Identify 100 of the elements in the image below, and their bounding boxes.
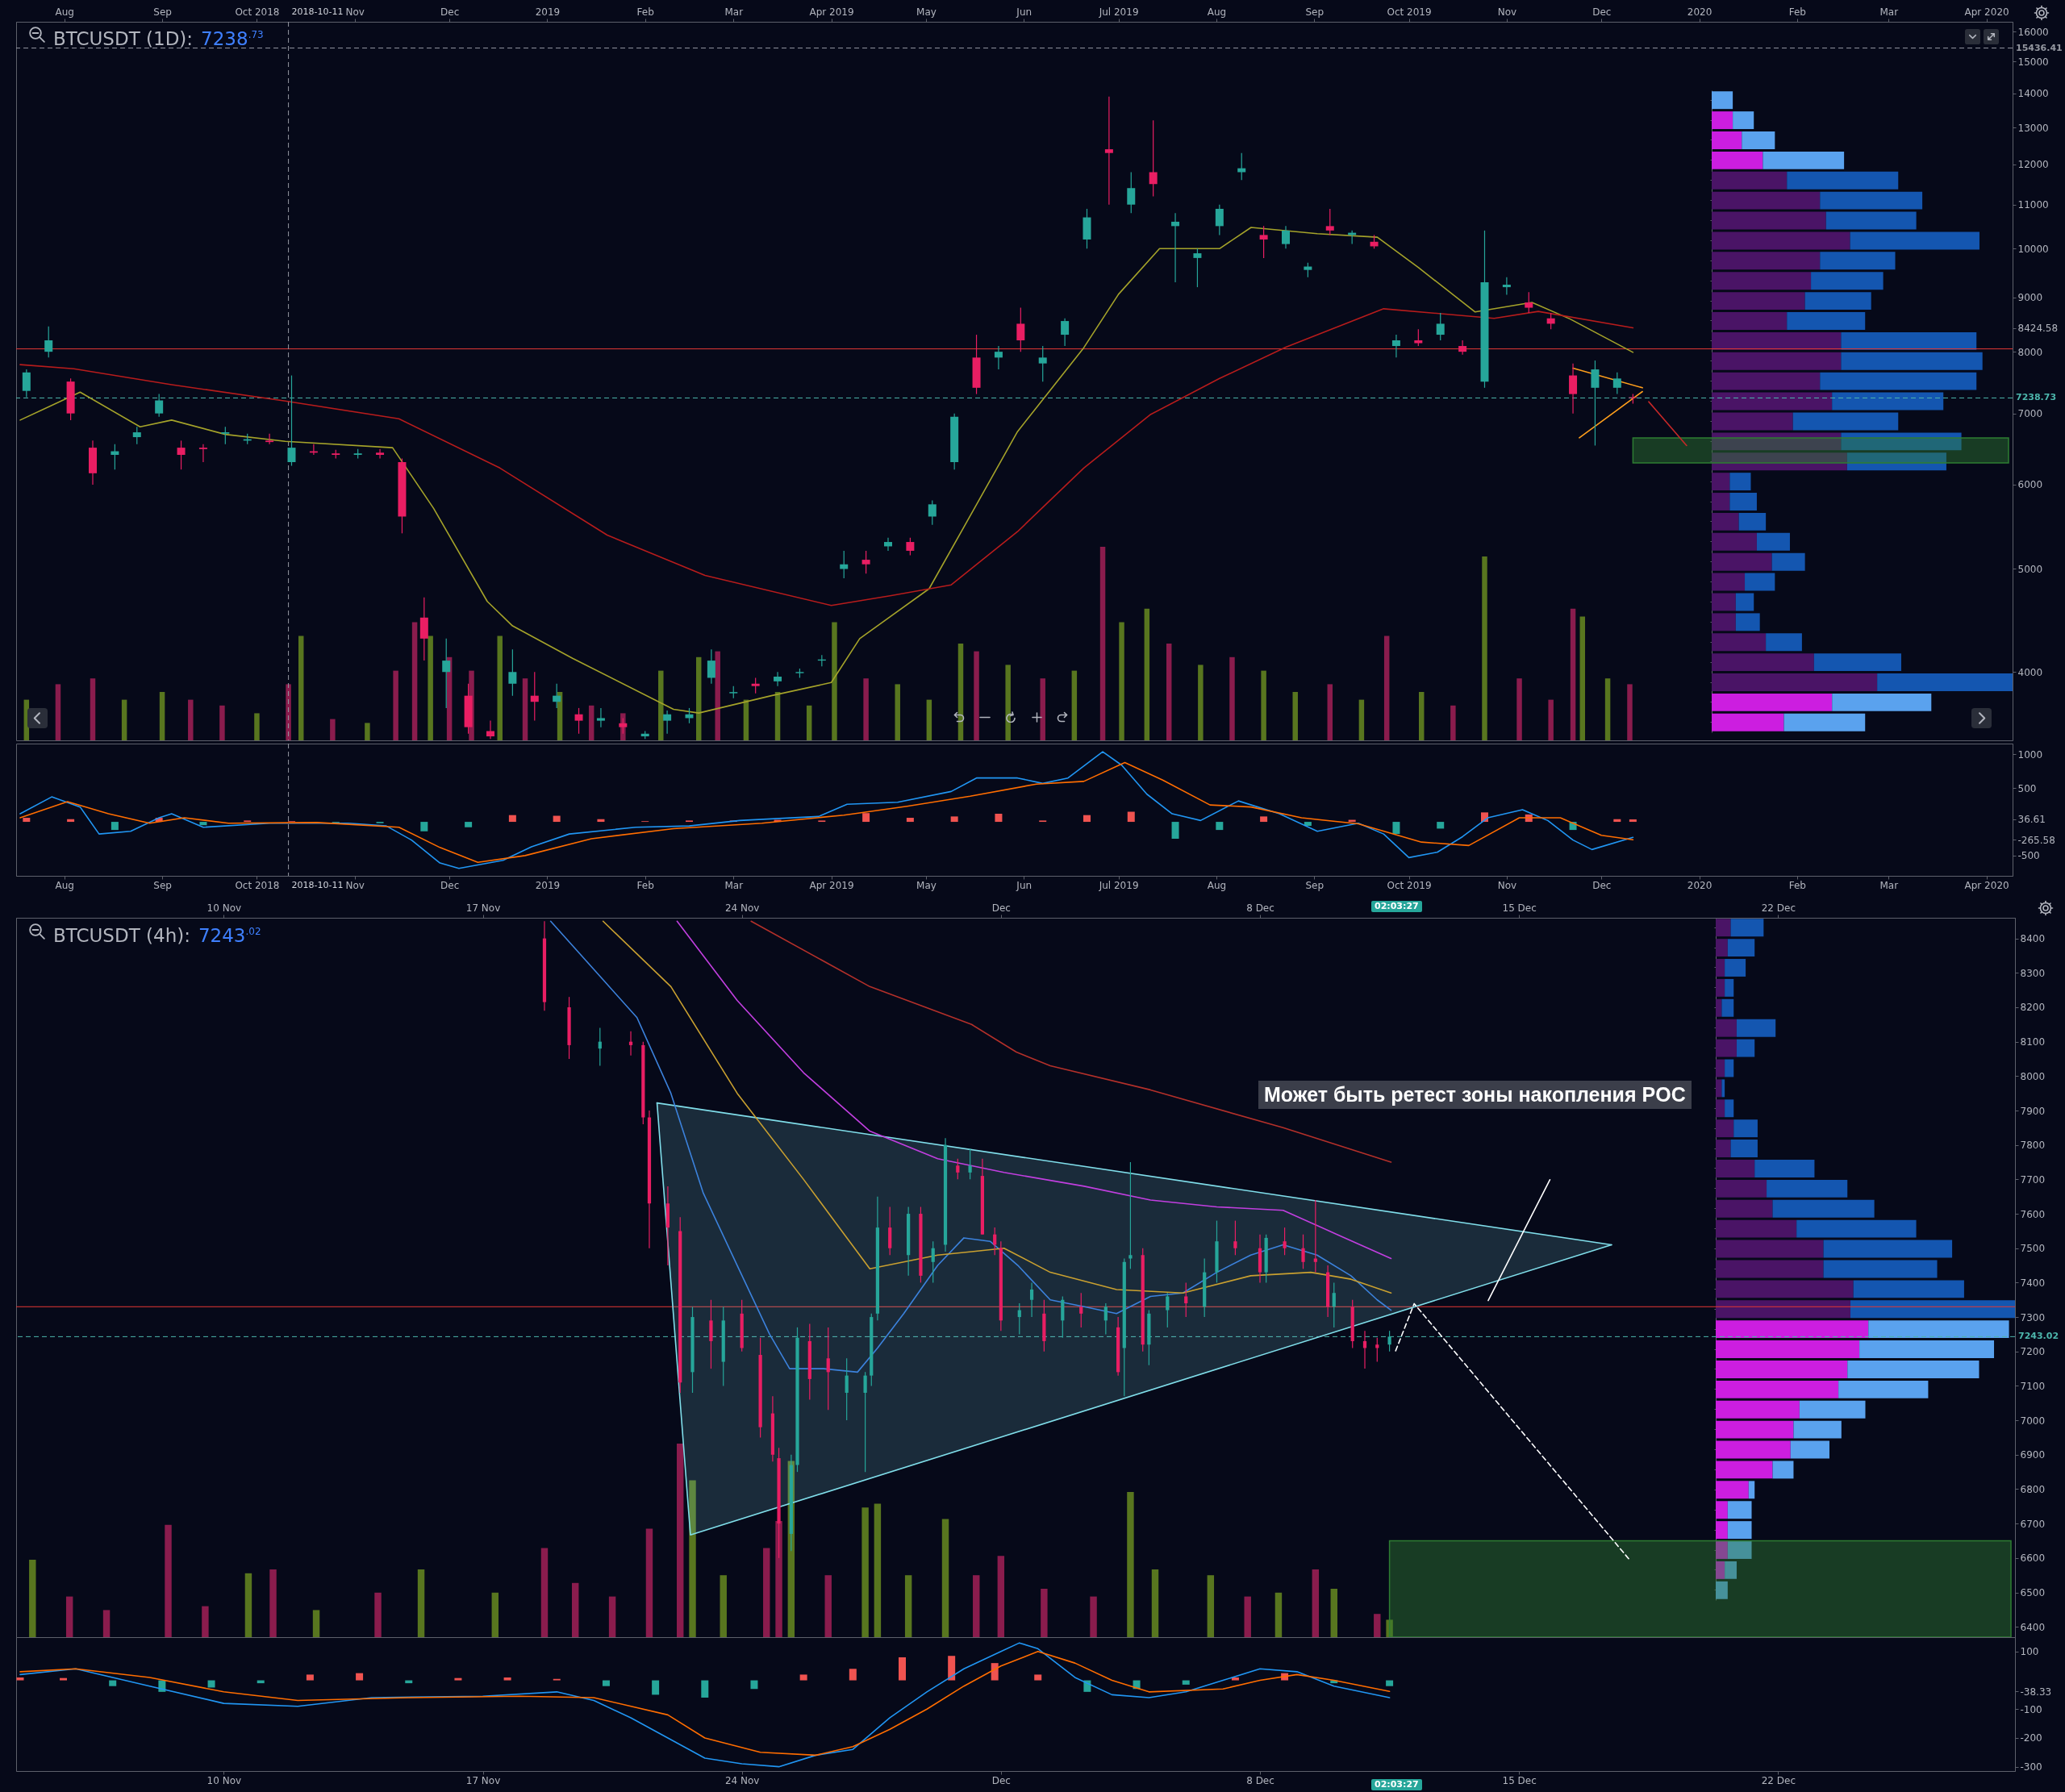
y-tick-label: 14000 (2017, 88, 2049, 100)
x2-tick-label: 17 Nov (465, 902, 501, 914)
x-tick-label: May (916, 879, 937, 891)
y-tick-label: 8424.58 (2017, 323, 2059, 335)
y-tick-label: 6800 (2020, 1483, 2046, 1495)
y-tick-label: 7600 (2020, 1208, 2046, 1220)
y-tick-label: -100 (2020, 1703, 2042, 1715)
text: 02:03:27 (1371, 1779, 1422, 1790)
chart-subtitle: 7238$^{.73}$ (201, 27, 264, 49)
y-tick-label: 6400 (2020, 1621, 2046, 1633)
x-tick-label: 10 Nov (206, 1774, 242, 1786)
x2-tick-label: 8 Dec (1246, 902, 1274, 914)
y-tick-label: -38.33 (2020, 1686, 2052, 1698)
y-tick-label: 36.61 (2017, 814, 2046, 826)
x2-tick-label: Feb (636, 6, 654, 18)
x-tick-label: 24 Nov (724, 1774, 760, 1786)
x-tick-label: Jun (1016, 879, 1032, 891)
y-tick-label: 7200 (2020, 1346, 2046, 1358)
x-tick-label: Jul 2019 (1098, 879, 1139, 891)
x2-tick-label: 15 Dec (1502, 902, 1537, 914)
x2-tick-label: Dec (440, 6, 460, 18)
x-tick-label: 15 Dec (1502, 1774, 1537, 1786)
x-tick-label: Feb (1788, 879, 1806, 891)
x-tick-label: Sep (153, 879, 172, 891)
y-tick-label: 15000 (2017, 56, 2049, 68)
y-tick-label: 8100 (2020, 1036, 2046, 1048)
y-tick-label: 4000 (2017, 666, 2043, 678)
x-tick-label: Feb (636, 879, 654, 891)
x-tick-label: Sep (1305, 879, 1325, 891)
y-tick-label: 6700 (2020, 1518, 2046, 1530)
x2-tick-label: Aug (1207, 6, 1227, 18)
y-tick-label: 12000 (2017, 159, 2049, 171)
x2-tick-label: 22 Dec (1761, 902, 1796, 914)
chart-subtitle: 7243$^{.02}$ (198, 924, 261, 946)
y-tick-label: 16000 (2017, 26, 2049, 38)
y-tick-label: 5000 (2017, 563, 2043, 575)
x-tick-label: 2020 (1687, 879, 1712, 891)
y-tick-label: 6000 (2017, 479, 2043, 491)
y-tick-label: 6600 (2020, 1552, 2046, 1565)
y-tick-label: 6900 (2020, 1449, 2046, 1461)
x2-tick-label: 2019 (535, 6, 561, 18)
y-tick-label: 9000 (2017, 292, 2043, 304)
ref-line-label: 2018-10-11 (291, 6, 344, 17)
x-tick-label: Dec (1592, 879, 1612, 891)
x2-tick-label: Nov (1497, 6, 1517, 18)
chart-title: BTCUSDT (4h): (53, 924, 190, 946)
x2-tick-label: 2020 (1687, 6, 1712, 18)
x2-tick-label: Jun (1016, 6, 1032, 18)
ref-line-label: 7243.02 (2018, 1331, 2059, 1342)
y-tick-label: 8300 (2020, 967, 2046, 979)
x2-tick-label: Jul 2019 (1098, 6, 1139, 18)
x-tick-label: Dec (440, 879, 460, 891)
y-tick-label: 1000 (2017, 748, 2043, 761)
y-tick-label: 100 (2020, 1646, 2039, 1658)
x2-tick-label: 24 Nov (724, 902, 760, 914)
x2-tick-label: Oct 2018 (235, 6, 280, 18)
y-tick-label: -500 (2017, 850, 2040, 862)
x2-tick-label: Apr 2019 (809, 6, 854, 18)
y-tick-label: -265.58 (2017, 834, 2055, 846)
y-tick-label: -300 (2020, 1761, 2042, 1773)
x2-tick-label: Mar (724, 6, 744, 18)
x-tick-label: Apr 2020 (1964, 879, 2009, 891)
y-tick-label: 7900 (2020, 1105, 2046, 1117)
x-tick-label: Mar (1879, 879, 1899, 891)
x2-tick-label: Mar (1879, 6, 1899, 18)
x2-tick-label: Sep (1305, 6, 1325, 18)
x2-tick-label: Dec (1592, 6, 1612, 18)
y-tick-label: 7000 (2017, 408, 2043, 420)
chart-title: BTCUSDT (1D): (53, 27, 194, 49)
y-tick-label: 13000 (2017, 122, 2049, 134)
x-tick-label: Apr 2019 (809, 879, 854, 891)
y-tick-label: 7800 (2020, 1140, 2046, 1152)
x-tick-label: Oct 2019 (1387, 879, 1432, 891)
x2-tick-label: Feb (1788, 6, 1806, 18)
x2-tick-label: Apr 2020 (1964, 6, 2009, 18)
y-tick-label: 11000 (2017, 199, 2049, 211)
y-tick-label: 7700 (2020, 1173, 2046, 1186)
ref-line-label: 7238.73 (2016, 392, 2057, 403)
y-tick-label: -200 (2020, 1732, 2042, 1744)
y-tick-label: 7300 (2020, 1311, 2046, 1323)
x2-tick-label: Sep (153, 6, 172, 18)
y-tick-label: 8000 (2020, 1070, 2046, 1082)
x-tick-label: Dec (991, 1774, 1011, 1786)
ref-line-label: 15436.41 (2016, 42, 2063, 53)
x-tick-label: Oct 2018 (235, 879, 280, 891)
x-tick-label: 8 Dec (1246, 1774, 1274, 1786)
x-tick-label: 22 Dec (1761, 1774, 1796, 1786)
x2-tick-label: Dec (991, 902, 1011, 914)
x-tick-label: 2019 (535, 879, 561, 891)
x-tick-label: Nov (1497, 879, 1517, 891)
y-tick-label: 7500 (2020, 1243, 2046, 1255)
x-tick-label: Nov (345, 879, 365, 891)
y-tick-label: 7400 (2020, 1277, 2046, 1289)
x-tick-label: Aug (1207, 879, 1227, 891)
y-tick-label: 8400 (2020, 933, 2046, 945)
y-tick-label: 6500 (2020, 1587, 2046, 1599)
x2-tick-label: May (916, 6, 937, 18)
x-tick-label: Aug (55, 879, 74, 891)
text: 02:03:27 (1371, 901, 1422, 912)
annotation: Может быть ретест зоны накопления POC (1258, 1081, 1692, 1109)
